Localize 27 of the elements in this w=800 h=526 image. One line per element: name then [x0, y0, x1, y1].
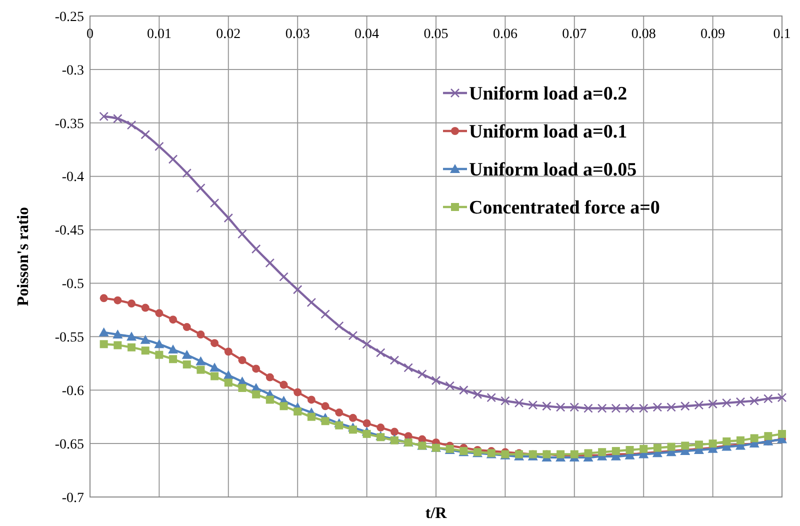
y-tick-label: -0.45 — [54, 224, 84, 239]
x-tick-label: 0.01 — [146, 27, 172, 42]
y-tick-label: -0.6 — [62, 384, 84, 400]
x-tick-label: 0.04 — [354, 27, 380, 42]
y-axis-title: Poisson's ratio — [15, 206, 32, 306]
x-tick-label: 0.02 — [216, 27, 241, 42]
x-tick-label: 0.06 — [492, 27, 518, 42]
y-tick-label: -0.5 — [62, 277, 84, 292]
x-tick-label: 0.03 — [285, 27, 310, 42]
x-tick-label: 0 — [86, 27, 94, 42]
y-tick-label: -0.3 — [62, 63, 84, 78]
y-tick-label: -0.35 — [54, 116, 84, 132]
y-tick-label: -0.55 — [54, 330, 84, 346]
legend-label: Concentrated force a=0 — [469, 198, 660, 219]
legend-label: Uniform load a=0.1 — [469, 122, 628, 143]
y-tick-label: -0.25 — [54, 10, 84, 25]
legend-label: Uniform load a=0.2 — [469, 84, 628, 105]
legend-label: Uniform load a=0.05 — [469, 160, 637, 181]
x-tick-label: 0.1 — [773, 27, 791, 42]
y-tick-label: -0.7 — [62, 490, 84, 506]
x-axis-title: t/R — [425, 505, 448, 522]
x-tick-label: 0.07 — [562, 27, 587, 42]
x-tick-label: 0.09 — [700, 27, 726, 42]
x-tick-label: 0.05 — [424, 27, 448, 42]
x-tick-label: 0.08 — [631, 27, 656, 42]
y-tick-label: -0.65 — [54, 437, 84, 452]
y-tick-label: -0.4 — [62, 170, 84, 186]
